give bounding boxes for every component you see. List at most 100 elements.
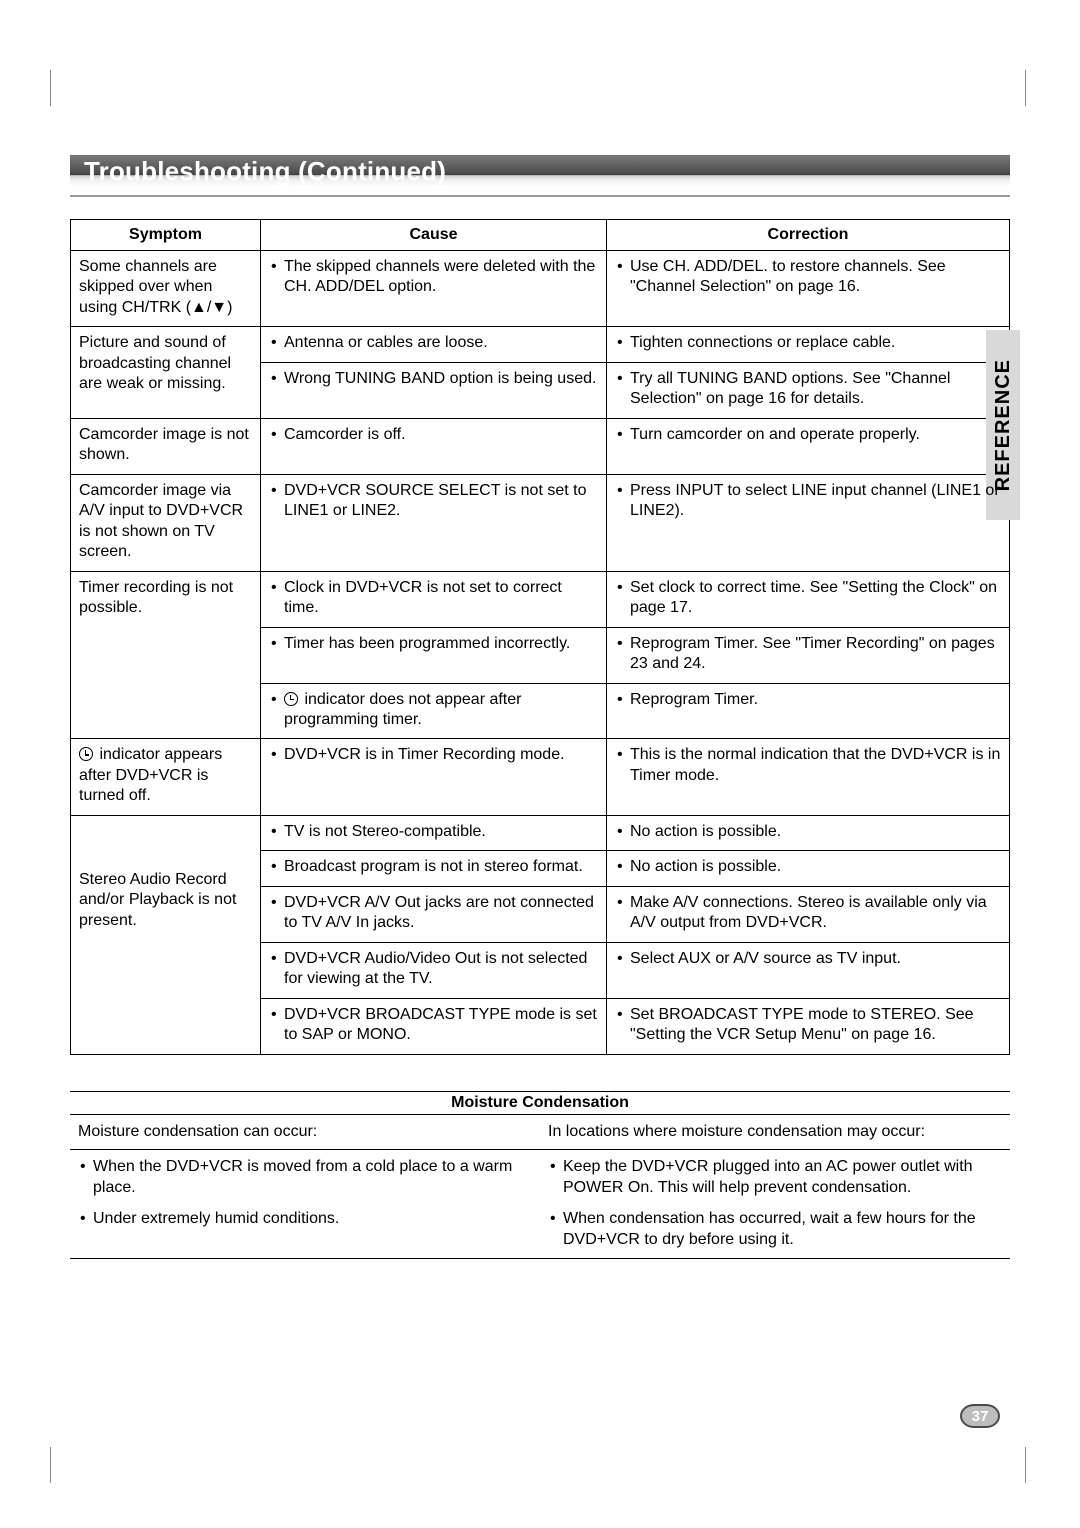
correction-cell: Reprogram Timer. See "Timer Recording" o… bbox=[607, 627, 1010, 683]
correction-text: No action is possible. bbox=[615, 857, 1001, 877]
table-header-row: Symptom Cause Correction bbox=[71, 220, 1010, 251]
cause-cell: DVD+VCR BROADCAST TYPE mode is set to SA… bbox=[261, 998, 607, 1054]
list-item: When the DVD+VCR is moved from a cold pl… bbox=[78, 1157, 532, 1199]
correction-cell: Make A/V connections. Stereo is availabl… bbox=[607, 886, 1010, 942]
page-number-badge: 37 bbox=[960, 1404, 1000, 1428]
cause-text: Timer has been programmed incorrectly. bbox=[269, 634, 598, 654]
correction-cell: This is the normal indication that the D… bbox=[607, 739, 1010, 815]
table-row: Timer recording is not possible. Clock i… bbox=[71, 571, 1010, 627]
table-row: When the DVD+VCR is moved from a cold pl… bbox=[70, 1150, 1010, 1258]
symptom-cell: Camcorder image via A/V input to DVD+VCR… bbox=[71, 474, 261, 571]
list-item: Keep the DVD+VCR plugged into an AC powe… bbox=[548, 1157, 1002, 1199]
correction-cell: Turn camcorder on and operate properly. bbox=[607, 418, 1010, 474]
cause-text: Camcorder is off. bbox=[269, 425, 598, 445]
correction-cell: Select AUX or A/V source as TV input. bbox=[607, 942, 1010, 998]
cause-text: DVD+VCR BROADCAST TYPE mode is set to SA… bbox=[269, 1005, 598, 1046]
cause-text: Broadcast program is not in stereo forma… bbox=[269, 857, 598, 877]
cause-cell: indicator does not appear after programm… bbox=[261, 683, 607, 739]
cause-cell: The skipped channels were deleted with t… bbox=[261, 251, 607, 327]
cause-text: The skipped channels were deleted with t… bbox=[269, 257, 598, 298]
moisture-right-head: In locations where moisture condensation… bbox=[540, 1114, 1010, 1150]
cause-text-inner: indicator does not appear after programm… bbox=[284, 691, 521, 728]
crop-mark-br bbox=[1025, 1447, 1030, 1483]
symptom-cell: Timer recording is not possible. bbox=[71, 571, 261, 739]
correction-cell: Set clock to correct time. See "Setting … bbox=[607, 571, 1010, 627]
correction-cell: No action is possible. bbox=[607, 851, 1010, 886]
correction-text: Reprogram Timer. See "Timer Recording" o… bbox=[615, 634, 1001, 675]
col-cause: Cause bbox=[261, 220, 607, 251]
table-row: Camcorder image is not shown. Camcorder … bbox=[71, 418, 1010, 474]
moisture-left-body: When the DVD+VCR is moved from a cold pl… bbox=[70, 1150, 540, 1258]
correction-cell: No action is possible. bbox=[607, 815, 1010, 850]
symptom-cell: Stereo Audio Record and/or Playback is n… bbox=[71, 815, 261, 1054]
timer-icon bbox=[79, 747, 93, 761]
correction-cell: Set BROADCAST TYPE mode to STEREO. See "… bbox=[607, 998, 1010, 1054]
section-title-bar: Troubleshooting (Continued) bbox=[70, 155, 1010, 197]
cause-cell: DVD+VCR SOURCE SELECT is not set to LINE… bbox=[261, 474, 607, 571]
correction-text: Set BROADCAST TYPE mode to STEREO. See "… bbox=[615, 1005, 1001, 1046]
cause-text: DVD+VCR Audio/Video Out is not selected … bbox=[269, 949, 598, 990]
page-number: 37 bbox=[960, 1404, 1000, 1428]
table-row: Picture and sound of broadcasting channe… bbox=[71, 327, 1010, 362]
crop-mark-bl bbox=[50, 1447, 55, 1483]
cause-text: Antenna or cables are loose. bbox=[269, 333, 598, 353]
cause-text: Clock in DVD+VCR is not set to correct t… bbox=[269, 578, 598, 619]
moisture-right-body: Keep the DVD+VCR plugged into an AC powe… bbox=[540, 1150, 1010, 1258]
list-item: Under extremely humid conditions. bbox=[78, 1209, 532, 1230]
troubleshooting-table: Symptom Cause Correction Some channels a… bbox=[70, 219, 1010, 1055]
cause-cell: Broadcast program is not in stereo forma… bbox=[261, 851, 607, 886]
cause-cell: TV is not Stereo-compatible. bbox=[261, 815, 607, 850]
moisture-table: Moisture condensation can occur: In loca… bbox=[70, 1114, 1010, 1259]
table-row: Camcorder image via A/V input to DVD+VCR… bbox=[71, 474, 1010, 571]
correction-cell: Tighten connections or replace cable. bbox=[607, 327, 1010, 362]
correction-text: Make A/V connections. Stereo is availabl… bbox=[615, 893, 1001, 934]
table-row: indicator appears after DVD+VCR is turne… bbox=[71, 739, 1010, 815]
col-correction: Correction bbox=[607, 220, 1010, 251]
symptom-cell: Picture and sound of broadcasting channe… bbox=[71, 327, 261, 418]
symptom-cell: Some channels are skipped over when usin… bbox=[71, 251, 261, 327]
moisture-left-head: Moisture condensation can occur: bbox=[70, 1114, 540, 1150]
correction-text: No action is possible. bbox=[615, 822, 1001, 842]
page-root: Troubleshooting (Continued) REFERENCE Sy… bbox=[0, 0, 1080, 1528]
cause-cell: DVD+VCR is in Timer Recording mode. bbox=[261, 739, 607, 815]
correction-text: Turn camcorder on and operate properly. bbox=[615, 425, 1001, 445]
table-row: Moisture condensation can occur: In loca… bbox=[70, 1114, 1010, 1150]
moisture-title: Moisture Condensation bbox=[70, 1091, 1010, 1114]
crop-mark-tr bbox=[1025, 70, 1030, 106]
correction-text: Reprogram Timer. bbox=[615, 690, 1001, 710]
col-symptom: Symptom bbox=[71, 220, 261, 251]
cause-cell: Wrong TUNING BAND option is being used. bbox=[261, 362, 607, 418]
list-item: When condensation has occurred, wait a f… bbox=[548, 1209, 1002, 1251]
symptom-text-inner: indicator appears after DVD+VCR is turne… bbox=[79, 746, 222, 804]
cause-cell: Timer has been programmed incorrectly. bbox=[261, 627, 607, 683]
section-title: Troubleshooting (Continued) bbox=[84, 156, 446, 187]
correction-cell: Use CH. ADD/DEL. to restore channels. Se… bbox=[607, 251, 1010, 327]
cause-cell: DVD+VCR A/V Out jacks are not connected … bbox=[261, 886, 607, 942]
table-row: Some channels are skipped over when usin… bbox=[71, 251, 1010, 327]
correction-text: Set clock to correct time. See "Setting … bbox=[615, 578, 1001, 619]
correction-cell: Reprogram Timer. bbox=[607, 683, 1010, 739]
cause-text: indicator does not appear after programm… bbox=[269, 690, 598, 731]
cause-text: TV is not Stereo-compatible. bbox=[269, 822, 598, 842]
cause-text: DVD+VCR SOURCE SELECT is not set to LINE… bbox=[269, 481, 598, 522]
correction-text: Press INPUT to select LINE input channel… bbox=[615, 481, 1001, 522]
table-row: Stereo Audio Record and/or Playback is n… bbox=[71, 815, 1010, 850]
cause-cell: Clock in DVD+VCR is not set to correct t… bbox=[261, 571, 607, 627]
correction-text: Use CH. ADD/DEL. to restore channels. Se… bbox=[615, 257, 1001, 298]
correction-cell: Try all TUNING BAND options. See "Channe… bbox=[607, 362, 1010, 418]
correction-text: Tighten connections or replace cable. bbox=[615, 333, 1001, 353]
timer-icon bbox=[284, 692, 298, 706]
crop-mark-tl bbox=[50, 70, 55, 106]
correction-text: This is the normal indication that the D… bbox=[615, 745, 1001, 786]
cause-cell: Camcorder is off. bbox=[261, 418, 607, 474]
correction-text: Try all TUNING BAND options. See "Channe… bbox=[615, 369, 1001, 410]
correction-text: Select AUX or A/V source as TV input. bbox=[615, 949, 1001, 969]
cause-text: DVD+VCR is in Timer Recording mode. bbox=[269, 745, 598, 765]
symptom-cell: Camcorder image is not shown. bbox=[71, 418, 261, 474]
cause-text: DVD+VCR A/V Out jacks are not connected … bbox=[269, 893, 598, 934]
correction-cell: Press INPUT to select LINE input channel… bbox=[607, 474, 1010, 571]
cause-cell: DVD+VCR Audio/Video Out is not selected … bbox=[261, 942, 607, 998]
symptom-text: Stereo Audio Record and/or Playback is n… bbox=[79, 870, 252, 931]
cause-cell: Antenna or cables are loose. bbox=[261, 327, 607, 362]
symptom-cell: indicator appears after DVD+VCR is turne… bbox=[71, 739, 261, 815]
